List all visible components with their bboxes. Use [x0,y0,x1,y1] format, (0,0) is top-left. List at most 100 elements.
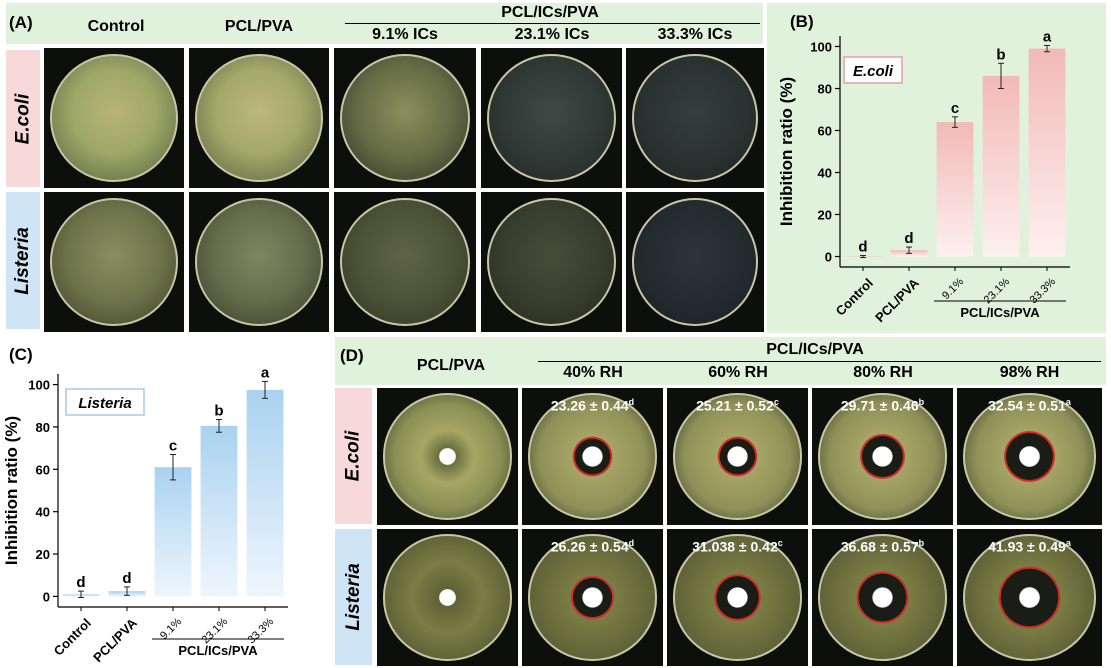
zone-plate-image [377,388,518,525]
zone-plate-image: 31.038 ± 0.42c [667,529,808,666]
plate-image [189,192,329,332]
y-tick-label: 100 [810,40,832,55]
row-label-listeria: Listeria [335,529,372,665]
y-tick-label: 40 [818,166,832,181]
x-tick-label: 9.1% [940,276,966,302]
panel-b-label: (B) [790,12,814,31]
col-header-pcl-pva: PCL/PVA [224,18,294,35]
petri-dish [486,53,617,183]
y-tick-label: 40 [36,505,50,520]
petri-dish [194,53,324,183]
bar [154,467,192,597]
plate-image [334,192,476,332]
significance-letter: a [1043,28,1052,45]
y-tick-label: 80 [36,420,50,435]
bar [1028,48,1066,257]
group-header-pcl-ics-pva: PCL/ICs/PVA [501,4,599,21]
x-tick-label: 9.1% [158,616,184,642]
significance-letter: d [122,570,131,587]
y-tick-label: 80 [818,82,832,97]
row-label-ecoli: E.coli [335,388,372,524]
x-tick-label: 23.1% [200,616,231,647]
plate-image [481,192,622,332]
y-tick-label: 60 [818,124,832,139]
bar [982,75,1020,257]
y-tick-label: 0 [43,589,50,604]
legend-box [65,388,145,416]
plate-image [626,192,764,332]
significance-letter: c [169,437,177,454]
group-header-pcl-ics-pva: PCL/ICs/PVA [766,341,864,358]
bar [246,389,284,597]
col-header-60-rh: 60% RH [708,364,768,381]
y-tick-label: 20 [818,208,832,223]
plate-image [626,48,764,188]
y-tick-label: 100 [28,378,50,393]
group-header-line [345,23,760,24]
significance-letter: d [904,230,913,247]
significance-letter: d [76,574,85,591]
bar [936,122,974,257]
legend-label: Listeria [78,395,131,412]
petri-dish [527,534,658,661]
y-tick-label: 20 [36,547,50,562]
zone-plate-image: 26.26 ± 0.54d [522,529,663,666]
group-label: PCL/ICs/PVA [960,305,1040,320]
row-label-ecoli: E.coli [6,50,40,187]
col-header-80-rh: 80% RH [853,364,913,381]
col-header-control: Control [87,18,145,35]
x-tick-label: PCL/PVA [872,275,922,325]
petri-dish [382,393,513,520]
petri-dish [486,197,617,327]
row-label-listeria: Listeria [6,192,40,329]
y-axis-title: Inhibition ratio (%) [777,77,796,226]
significance-letter: a [261,364,270,381]
significance-letter: d [858,238,867,255]
petri-dish [962,393,1097,520]
x-tick-label: PCL/PVA [90,615,140,665]
petri-dish [631,197,759,327]
petri-dish [382,534,513,661]
zone-plate-image: 32.54 ± 0.51a [957,388,1102,525]
panel-a-label: (A) [9,13,33,32]
group-header-line [538,361,1101,362]
petri-dish [194,197,324,327]
inhibition-zone-value: 32.54 ± 0.51a [988,397,1071,414]
petri-dish [672,534,803,661]
petri-dish [527,393,658,520]
col-header-pcl-pva: PCL/PVA [416,357,486,374]
bar [200,425,238,597]
plate-image [44,48,184,188]
y-axis-title: Inhibition ratio (%) [2,416,21,565]
x-tick-label: 33.3% [246,616,277,647]
group-label: PCL/ICs/PVA [178,643,258,658]
inhibition-zone-value: 23.26 ± 0.44d [550,397,635,414]
col-header-23-1: 23.1% ICs [514,26,590,43]
petri-dish [49,197,179,327]
legend-label: E.coli [853,63,894,80]
petri-dish [339,53,471,183]
zone-plate-image: 41.93 ± 0.49a [957,529,1102,666]
plate-image [44,192,184,332]
petri-dish [49,53,179,183]
zone-plate-image: 25.21 ± 0.52c [667,388,808,525]
plate-image [334,48,476,188]
petri-dish [672,393,803,520]
zone-plate-image: 29.71 ± 0.46b [812,388,953,525]
legend-box [843,56,903,84]
inhibition-zone-value: 41.93 ± 0.49a [988,538,1071,555]
petri-dish [339,197,471,327]
petri-dish [631,53,759,183]
plate-image [189,48,329,188]
significance-letter: c [951,100,959,117]
col-header-9-1: 9.1% ICs [372,26,438,43]
y-tick-label: 0 [825,250,832,265]
panel-c-label: (C) [9,345,33,364]
x-tick-label: Control [833,275,876,318]
inhibition-zone-value: 26.26 ± 0.54d [550,538,635,555]
inhibition-zone-value: 29.71 ± 0.46b [840,397,925,414]
petri-dish [817,393,948,520]
petri-dish [817,534,948,661]
significance-letter: b [214,403,223,420]
col-header-98-rh: 98% RH [999,364,1060,381]
